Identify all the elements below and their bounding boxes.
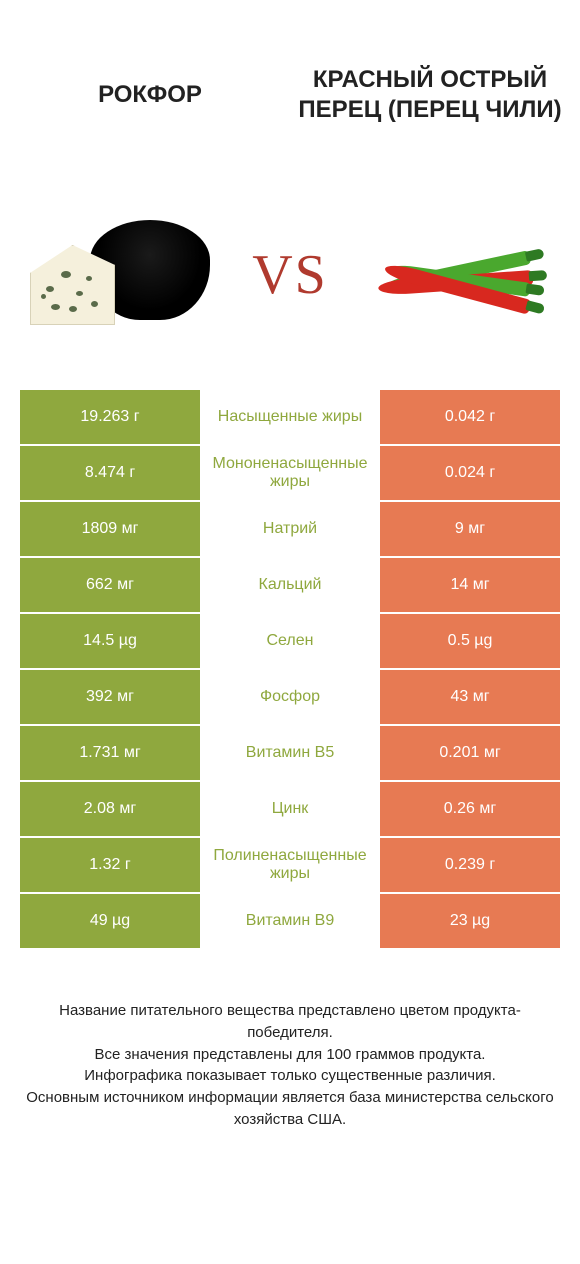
product-image-left — [20, 195, 220, 355]
cell-right-value: 9 мг — [380, 502, 560, 556]
footer-line: Название питательного вещества представл… — [20, 1000, 560, 1044]
cell-left-value: 392 мг — [20, 670, 200, 724]
cell-nutrient-label: Насыщенные жиры — [200, 390, 380, 444]
cell-nutrient-label: Цинк — [200, 782, 380, 836]
vs-label: VS — [252, 243, 328, 307]
cell-left-value: 1.32 г — [20, 838, 200, 892]
cell-right-value: 0.26 мг — [380, 782, 560, 836]
cheese-icon — [30, 215, 210, 335]
table-row: 49 µgВитамин B923 µg — [20, 894, 560, 950]
table-row: 2.08 мгЦинк0.26 мг — [20, 782, 560, 838]
table-row: 14.5 µgСелен0.5 µg — [20, 614, 560, 670]
table-row: 392 мгФосфор43 мг — [20, 670, 560, 726]
cell-left-value: 49 µg — [20, 894, 200, 948]
cell-left-value: 19.263 г — [20, 390, 200, 444]
cell-nutrient-label: Селен — [200, 614, 380, 668]
titles-row: РОКФОР КРАСНЫЙ ОСТРЫЙ ПЕРЕЦ (ПЕРЕЦ ЧИЛИ) — [0, 0, 580, 170]
cell-nutrient-label: Витамин B9 — [200, 894, 380, 948]
title-right: КРАСНЫЙ ОСТРЫЙ ПЕРЕЦ (ПЕРЕЦ ЧИЛИ) — [290, 65, 570, 125]
images-row: VS — [0, 170, 580, 380]
table-row: 1809 мгНатрий9 мг — [20, 502, 560, 558]
footer-line: Основным источником информации является … — [20, 1087, 560, 1131]
cell-right-value: 43 мг — [380, 670, 560, 724]
cell-right-value: 0.5 µg — [380, 614, 560, 668]
footer-line: Все значения представлены для 100 граммо… — [20, 1044, 560, 1066]
cell-nutrient-label: Натрий — [200, 502, 380, 556]
cell-left-value: 8.474 г — [20, 446, 200, 500]
cell-nutrient-label: Кальций — [200, 558, 380, 612]
cell-left-value: 1809 мг — [20, 502, 200, 556]
chili-icon — [370, 205, 550, 345]
table-row: 1.32 гПолиненасыщенные жиры0.239 г — [20, 838, 560, 894]
title-left: РОКФОР — [10, 80, 290, 110]
cell-right-value: 0.024 г — [380, 446, 560, 500]
table-row: 19.263 гНасыщенные жиры0.042 г — [20, 390, 560, 446]
table-row: 662 мгКальций14 мг — [20, 558, 560, 614]
cell-right-value: 0.201 мг — [380, 726, 560, 780]
cell-nutrient-label: Мононенасыщенные жиры — [200, 446, 380, 500]
cell-nutrient-label: Витамин B5 — [200, 726, 380, 780]
footer-line: Инфографика показывает только существенн… — [20, 1065, 560, 1087]
cell-nutrient-label: Фосфор — [200, 670, 380, 724]
cell-right-value: 0.042 г — [380, 390, 560, 444]
product-image-right — [360, 195, 560, 355]
nutrient-table: 19.263 гНасыщенные жиры0.042 г8.474 гМон… — [20, 390, 560, 950]
cell-left-value: 2.08 мг — [20, 782, 200, 836]
cell-left-value: 1.731 мг — [20, 726, 200, 780]
cell-left-value: 14.5 µg — [20, 614, 200, 668]
footer-notes: Название питательного вещества представл… — [20, 1000, 560, 1131]
cell-nutrient-label: Полиненасыщенные жиры — [200, 838, 380, 892]
table-row: 8.474 гМононенасыщенные жиры0.024 г — [20, 446, 560, 502]
table-row: 1.731 мгВитамин B50.201 мг — [20, 726, 560, 782]
cell-right-value: 14 мг — [380, 558, 560, 612]
cell-right-value: 23 µg — [380, 894, 560, 948]
cell-left-value: 662 мг — [20, 558, 200, 612]
cell-right-value: 0.239 г — [380, 838, 560, 892]
